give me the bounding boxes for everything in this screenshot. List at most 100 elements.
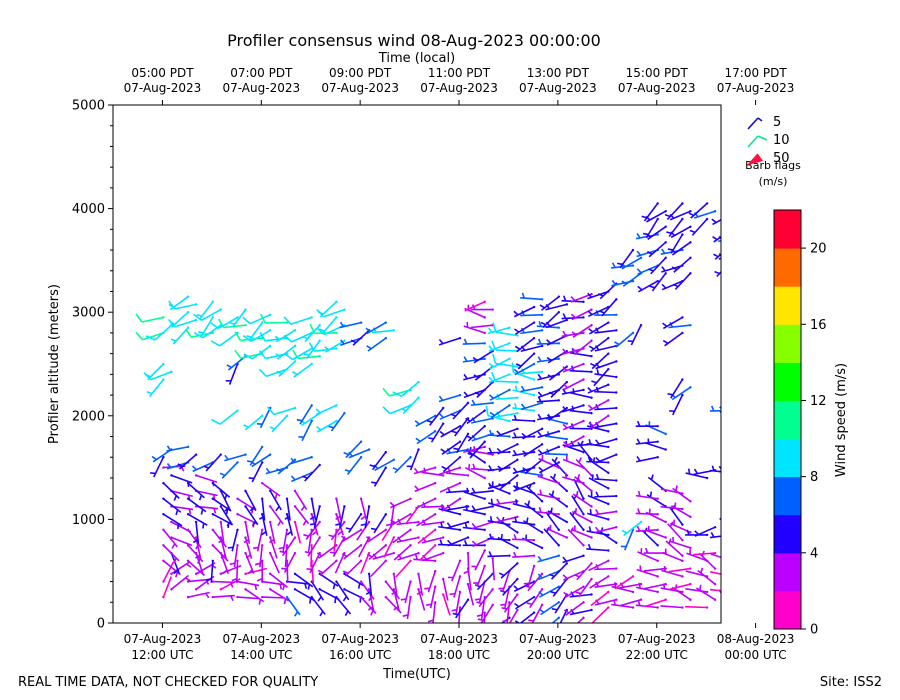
wind-barb	[569, 510, 585, 531]
wind-barb	[523, 564, 536, 588]
barb-half	[177, 463, 183, 468]
barb-dot	[186, 326, 190, 329]
barb-dot	[162, 528, 165, 531]
barb-dot	[615, 510, 618, 513]
barb-half	[447, 539, 452, 545]
barb-half	[427, 619, 434, 623]
wind-barb	[488, 342, 511, 352]
barb-dot	[730, 212, 733, 215]
wind-barb	[145, 324, 173, 341]
barb-dot	[483, 300, 486, 303]
barb-half	[168, 303, 174, 308]
barb-dot	[557, 601, 560, 604]
barb-half	[451, 608, 458, 612]
barb-half	[721, 515, 725, 520]
barb-staff	[495, 349, 518, 352]
barb-dot	[738, 582, 741, 585]
barb-dot	[516, 334, 519, 337]
wind-barb	[316, 419, 338, 433]
barb-half	[206, 577, 212, 582]
wind-barb	[514, 321, 536, 335]
wind-barb	[285, 595, 301, 617]
barb-half	[424, 587, 430, 590]
x-tick-date: 07-Aug-2023	[124, 632, 202, 646]
barb-dot	[557, 497, 560, 500]
barb-half	[451, 430, 458, 434]
barb-half	[171, 543, 176, 549]
barb-half	[400, 407, 407, 412]
barb-dot	[483, 476, 486, 480]
wind-barb	[186, 481, 205, 501]
barb-half	[274, 335, 281, 341]
wind-barb	[463, 321, 486, 335]
barb-half	[309, 515, 316, 520]
barb-staff	[685, 605, 708, 609]
barb-dot	[516, 412, 519, 415]
barb-dot	[442, 577, 445, 581]
barb-dot	[615, 298, 618, 301]
barb-dot	[236, 595, 239, 599]
barb-staff	[719, 517, 721, 528]
barb-half	[550, 590, 556, 594]
barb-half	[393, 606, 399, 611]
barb-dot	[186, 528, 190, 531]
barb-half	[576, 473, 581, 480]
barb-half	[515, 499, 518, 505]
wind-barb	[359, 580, 375, 602]
barb-dot	[607, 559, 610, 562]
barb-half	[173, 495, 178, 501]
y-tick-label: 4000	[72, 202, 105, 217]
barb-half	[663, 566, 666, 572]
barb-staff	[290, 316, 312, 325]
barb-dot	[689, 241, 692, 244]
barb-dot	[689, 582, 692, 586]
barb-dot	[607, 352, 610, 355]
wind-barb	[339, 321, 363, 329]
barb-half	[700, 567, 704, 574]
wind-barb	[166, 445, 190, 452]
barb-staff	[467, 583, 475, 606]
wind-barb	[495, 393, 519, 401]
wind-barb	[438, 336, 462, 346]
barb-dot	[409, 528, 412, 531]
barb-half	[540, 321, 547, 326]
barb-dot	[689, 546, 692, 550]
barb-staff	[442, 578, 449, 601]
wind-barb	[515, 352, 536, 370]
wind-barb	[537, 489, 560, 500]
barb-dot	[681, 492, 684, 495]
barb-half	[575, 490, 579, 497]
barb-dot	[458, 513, 462, 516]
wind-barb	[491, 340, 519, 353]
barb-dot	[269, 572, 272, 575]
barb-dot	[466, 505, 470, 508]
barb-full	[309, 324, 316, 334]
wind-barb	[258, 368, 289, 378]
wind-barb	[229, 544, 239, 568]
barb-dot	[343, 308, 346, 311]
barb-staff	[219, 409, 238, 425]
barb-dot	[615, 541, 618, 544]
barb-half	[307, 584, 311, 590]
barb-half	[661, 248, 666, 254]
wind-barb	[547, 365, 568, 381]
barb-dot	[483, 342, 486, 345]
barb-staff	[404, 505, 420, 525]
wind-barb	[231, 559, 239, 583]
barb-dot	[738, 526, 741, 529]
barb-dot	[532, 554, 536, 557]
barb-dot	[335, 544, 338, 547]
wind-barb	[723, 202, 742, 224]
barb-half	[537, 555, 543, 562]
barb-dot	[664, 582, 667, 586]
barb-dot	[244, 536, 247, 539]
barb-half	[368, 595, 373, 602]
barb-dot	[508, 404, 511, 407]
barb-dot	[466, 432, 470, 436]
colorbar-tick-label: 20	[810, 242, 827, 257]
barb-dot	[211, 528, 215, 531]
barb-staff	[516, 611, 535, 623]
x-tick-date: 07-Aug-2023	[618, 632, 696, 646]
wind-barb	[384, 580, 400, 600]
